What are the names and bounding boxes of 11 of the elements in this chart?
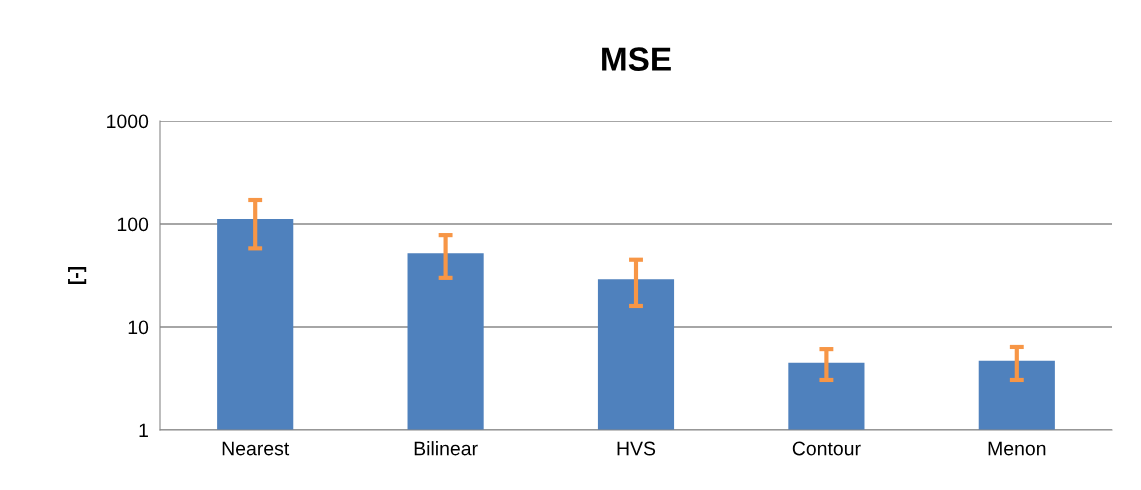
y-tick-label: 10 [128,320,149,335]
y-tick-label: 100 [117,217,149,232]
x-tick-label: Menon [988,441,1046,456]
x-tick-label: Bilinear [414,441,478,456]
y-tick-label: 1000 [107,114,149,129]
x-tick-label: HVS [617,441,656,456]
chart-title: MSE [602,47,671,71]
y-tick-label: 1 [139,423,148,438]
x-tick-label: Nearest [222,441,290,456]
x-tick-label: Contour [792,441,861,456]
y-axis-title: [-] [68,266,87,285]
